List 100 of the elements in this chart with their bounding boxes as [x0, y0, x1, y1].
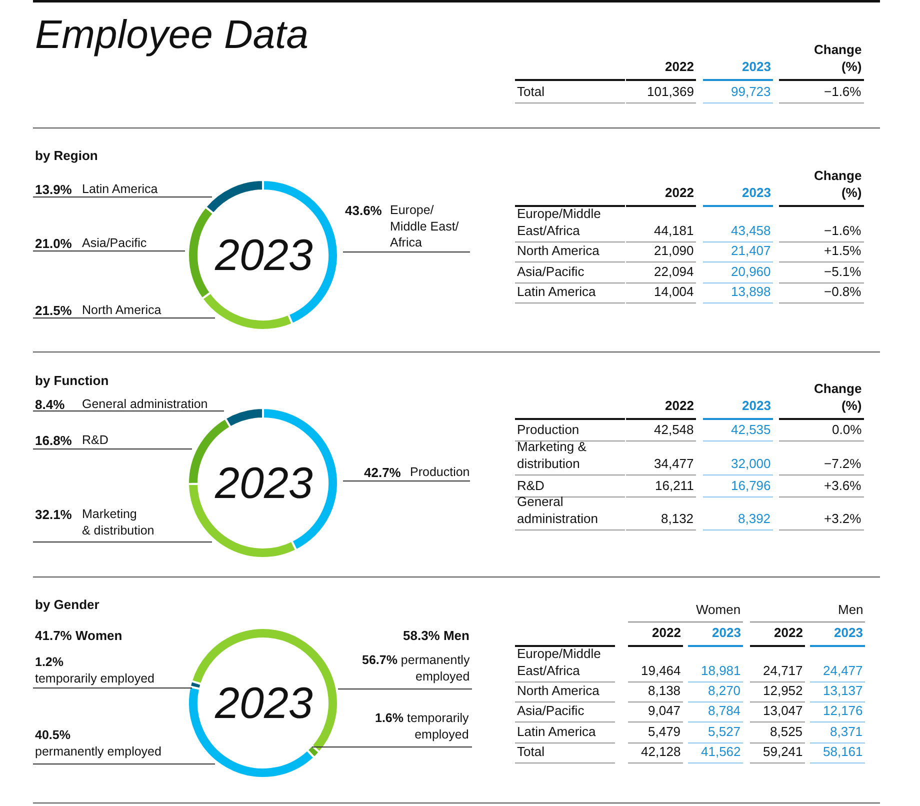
slice-label: Europe/ Middle East/ Africa [390, 203, 460, 250]
text: 24,717 [763, 663, 803, 678]
text: 99,723 [731, 84, 771, 99]
text: 41.7% Women [35, 628, 122, 643]
text: 41,562 [701, 744, 741, 759]
text: 18,981 [701, 663, 741, 678]
data-label: 1.2% [35, 655, 64, 669]
text: 8,138 [648, 683, 681, 698]
text: 12,176 [823, 703, 863, 718]
text: −1.6% [824, 84, 862, 99]
text: 12,952 [763, 683, 803, 698]
text: 44,181 [654, 223, 694, 238]
text: 19,464 [641, 663, 681, 678]
category-label: 2022 [652, 625, 681, 640]
text: 14,004 [654, 284, 694, 299]
category-label: General administration [517, 494, 598, 526]
text: 9,047 [648, 703, 681, 718]
category-label: 2023 [742, 398, 771, 413]
text: −1.6% [824, 223, 862, 238]
data-label: 21.0% [35, 236, 72, 251]
text: 101,369 [647, 84, 694, 99]
text: −7.2% [824, 456, 862, 471]
category-label: North America [517, 683, 600, 698]
category-label: Latin America [517, 724, 596, 739]
text: 8,371 [830, 724, 863, 739]
text: 5,479 [648, 724, 681, 739]
text: 13,898 [731, 284, 771, 299]
text: +3.2% [824, 511, 862, 526]
text: 22,094 [654, 264, 694, 279]
slice-label: permanently employed [35, 744, 162, 758]
category-label: Total [517, 84, 544, 99]
text: 21,407 [731, 243, 771, 258]
data-label: 40.5% [35, 728, 70, 742]
slice-label: Production [410, 465, 470, 479]
category-label: 2023 [742, 185, 771, 200]
text: 8,784 [708, 703, 741, 718]
text: 2023 [214, 459, 314, 508]
category-label: Europe/Middle East/Africa [517, 646, 601, 678]
text: +1.5% [824, 243, 862, 258]
text: 13,047 [763, 703, 803, 718]
text: 42,128 [641, 744, 681, 759]
text: 16,211 [655, 478, 694, 493]
category-label: R&D [517, 478, 544, 493]
data-label: 32.1% [35, 507, 72, 522]
slice-label: R&D [82, 433, 108, 447]
text: 24,477 [823, 663, 863, 678]
slice-label: temporarily employed [35, 671, 155, 686]
text: Employee Data [35, 13, 308, 57]
slice-label: permanently employed [400, 653, 470, 684]
data-label: 42.7% [364, 465, 402, 480]
category-label: Asia/Pacific [517, 264, 584, 279]
text: 58.3% Men [403, 628, 470, 643]
category-label: Change (%) [814, 381, 862, 413]
data-label: 13.9% [35, 182, 72, 197]
text: 32,000 [731, 456, 771, 471]
text: 43,458 [731, 223, 771, 238]
category-label: Latin America [517, 284, 596, 299]
text: Men [838, 602, 864, 617]
category-label: 2022 [665, 59, 694, 74]
category-label: Marketing & distribution [517, 439, 586, 471]
data-label: 8.4% [35, 397, 66, 412]
category-label: North America [517, 243, 600, 258]
category-label: 2023 [712, 625, 741, 640]
slice-label: temporarily employed [406, 711, 469, 742]
text: 34,477 [654, 456, 694, 471]
category-label: Change (%) [814, 168, 862, 200]
text: Women [696, 602, 741, 617]
data-label: 21.5% [35, 303, 72, 318]
category-label: Change (%) [814, 42, 862, 74]
data-label: 1.6% [375, 711, 404, 725]
category-label: Total [517, 744, 544, 759]
category-label: 2023 [742, 59, 771, 74]
donut-slice [190, 627, 339, 754]
chart-title: by Region [35, 148, 98, 163]
data-label: 16.8% [35, 433, 72, 448]
category-label: 2022 [665, 398, 694, 413]
text: 20,960 [731, 264, 771, 279]
slice-label: Asia/Pacific [82, 236, 147, 250]
text: 42,548 [654, 422, 694, 437]
slice-label: Marketing & distribution [82, 507, 154, 538]
text: 5,527 [708, 724, 741, 739]
text: 42,535 [731, 422, 771, 437]
data-label: 43.6% [345, 203, 382, 218]
category-label: 2022 [774, 625, 803, 640]
text: −0.8% [824, 284, 862, 299]
text: +3.6% [824, 478, 862, 493]
text: 8,270 [708, 683, 741, 698]
category-label: 2023 [834, 625, 863, 640]
chart-title: by Function [35, 373, 109, 388]
text: 2023 [214, 231, 314, 280]
data-label: 56.7% [362, 653, 398, 667]
text: 16,796 [731, 478, 771, 493]
category-label: Production [517, 422, 580, 437]
text: 59,241 [763, 744, 803, 759]
text: 13,137 [823, 683, 863, 698]
category-label: Asia/Pacific [517, 703, 584, 718]
text: 8,525 [770, 724, 803, 739]
category-label: Europe/Middle East/Africa [517, 206, 601, 238]
text: 2023 [214, 679, 314, 728]
text: 0.0% [832, 422, 862, 437]
